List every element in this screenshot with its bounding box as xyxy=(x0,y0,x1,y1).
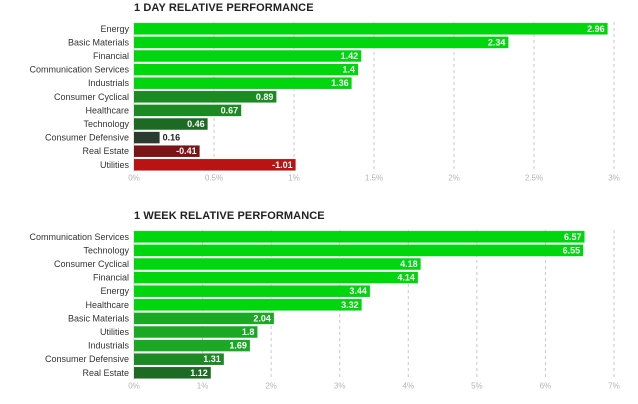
value-label: 1.69 xyxy=(229,341,247,351)
category-label: Financial xyxy=(93,273,129,283)
category-label: Industrials xyxy=(88,341,130,351)
value-label: 1.4 xyxy=(342,65,355,75)
category-label: Consumer Defensive xyxy=(45,354,129,364)
category-label: Consumer Cyclical xyxy=(54,259,129,269)
bar xyxy=(134,104,242,117)
category-label: Communication Services xyxy=(29,65,129,75)
category-label: Real Estate xyxy=(82,368,129,378)
bar xyxy=(134,91,277,103)
value-label: 3.32 xyxy=(341,300,359,310)
value-label: -1.01 xyxy=(272,160,293,170)
bar xyxy=(134,326,258,338)
x-tick-label: 1% xyxy=(197,382,209,391)
x-tick-label: 0.5% xyxy=(205,174,223,183)
value-label: 3.44 xyxy=(349,286,367,296)
value-label: 6.57 xyxy=(564,232,582,242)
category-label: Energy xyxy=(100,286,129,296)
category-label: Healthcare xyxy=(85,300,129,310)
bar xyxy=(134,312,274,325)
value-label: 1.8 xyxy=(242,327,255,337)
bar-chart-1-day: 0% 0.5% 1% 1.5% 2% 2.5% 3% Energy 2.96 Basic Mate… xyxy=(29,22,620,183)
x-tick-label: 2% xyxy=(265,382,277,391)
value-label: 1.31 xyxy=(203,354,221,364)
category-label: Consumer Cyclical xyxy=(54,92,129,102)
value-label: 1.42 xyxy=(341,51,359,61)
value-label: 6.55 xyxy=(563,245,581,255)
value-label: 0.46 xyxy=(187,119,205,129)
value-label: 2.04 xyxy=(253,313,271,323)
category-label: Financial xyxy=(93,51,129,61)
value-label: -0.41 xyxy=(176,146,197,156)
bar xyxy=(134,367,211,379)
bar xyxy=(134,118,208,130)
bar xyxy=(134,353,224,365)
category-label: Energy xyxy=(100,24,129,34)
category-label: Utilities xyxy=(100,160,130,170)
bar xyxy=(134,145,200,157)
chart-title: 1 DAY RELATIVE PERFORMANCE xyxy=(134,2,314,14)
x-tick-label: 5% xyxy=(471,382,483,391)
value-label: 4.18 xyxy=(400,259,418,269)
chart-title: 1 WEEK RELATIVE PERFORMANCE xyxy=(134,210,325,222)
category-label: Technology xyxy=(83,245,129,255)
bar xyxy=(134,159,296,171)
x-tick-label: 3% xyxy=(608,174,620,183)
x-tick-label: 6% xyxy=(540,382,552,391)
bar xyxy=(134,299,362,311)
value-label: 0.67 xyxy=(221,105,239,115)
x-tick-label: 7% xyxy=(608,382,620,391)
x-tick-label: 1.5% xyxy=(365,174,383,183)
x-tick-label: 4% xyxy=(403,382,415,391)
x-tick-label: 2.5% xyxy=(525,174,543,183)
bar xyxy=(134,77,352,89)
bar-chart-1-week: 0% 1% 2% 3% 4% 5% 6% 7% Communication Services 6.… xyxy=(29,230,620,391)
value-label: 1.36 xyxy=(331,78,349,88)
category-label: Healthcare xyxy=(85,105,129,115)
value-label: 1.12 xyxy=(190,368,208,378)
bar xyxy=(134,36,509,49)
bar xyxy=(134,63,358,76)
x-tick-label: 0% xyxy=(128,382,140,391)
category-label: Consumer Defensive xyxy=(45,133,129,143)
category-label: Utilities xyxy=(100,327,130,337)
value-label: 0.89 xyxy=(256,92,274,102)
bar xyxy=(134,231,585,243)
category-label: Real Estate xyxy=(82,146,129,156)
bar xyxy=(134,258,421,270)
value-label: 0.16 xyxy=(163,133,181,143)
bar xyxy=(134,339,250,352)
bar xyxy=(134,285,370,297)
value-label: 2.34 xyxy=(488,37,506,47)
bar xyxy=(134,50,362,62)
bar xyxy=(134,131,160,144)
bar xyxy=(134,271,418,284)
x-tick-label: 3% xyxy=(334,382,346,391)
bar xyxy=(134,23,608,35)
category-label: Communication Services xyxy=(29,232,129,242)
x-tick-label: 0% xyxy=(128,174,140,183)
value-label: 2.96 xyxy=(587,24,605,34)
x-tick-label: 2% xyxy=(448,174,460,183)
category-label: Industrials xyxy=(88,78,130,88)
x-tick-label: 1% xyxy=(288,174,300,183)
value-label: 4.14 xyxy=(397,273,415,283)
category-label: Basic Materials xyxy=(68,313,130,323)
category-label: Basic Materials xyxy=(68,37,130,47)
category-label: Technology xyxy=(83,119,129,129)
chart-1-week: 1 WEEK RELATIVE PERFORMANCE 0% 1% 2% 3% 4% 5%… xyxy=(0,208,638,404)
bar xyxy=(134,244,584,257)
chart-1-day: 1 DAY RELATIVE PERFORMANCE 0% 0.5% 1% 1.5% 2… xyxy=(0,0,638,196)
